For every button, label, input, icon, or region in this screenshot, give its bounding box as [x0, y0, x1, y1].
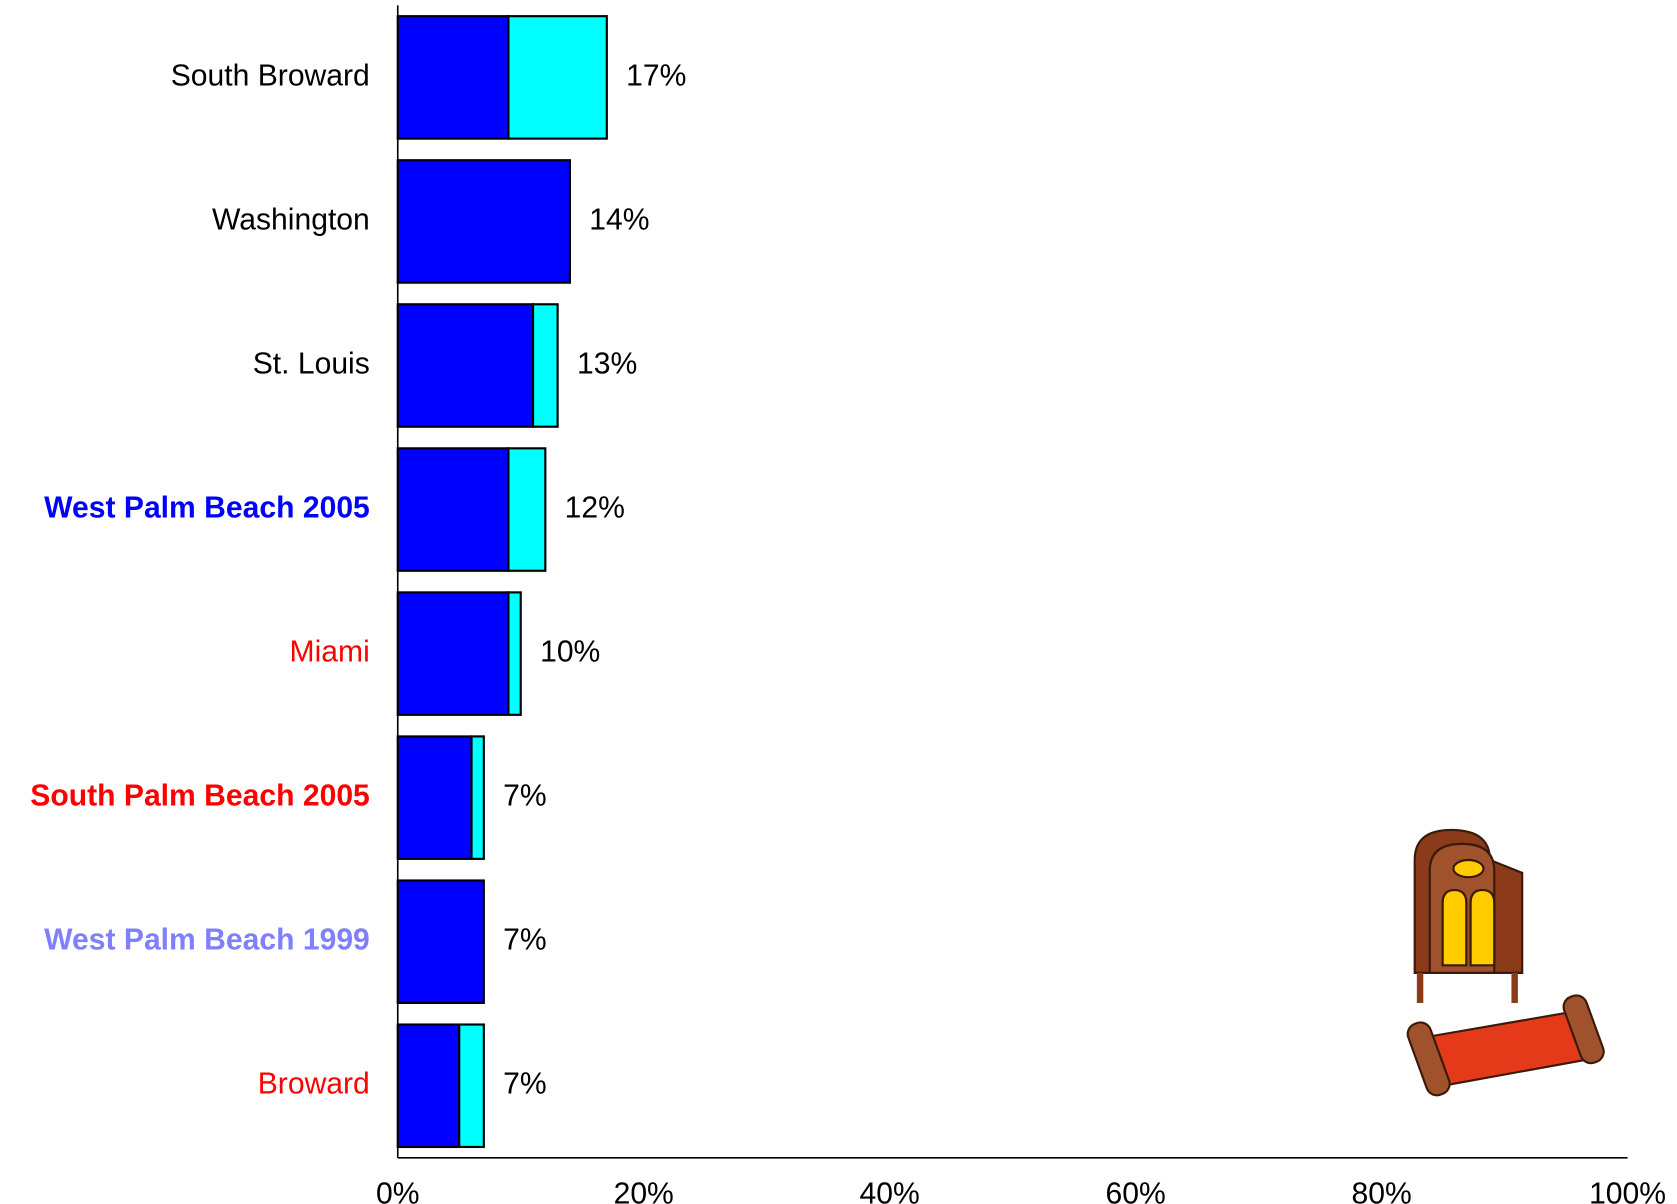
- bar-segment: [396, 447, 510, 572]
- bar-segment: [507, 447, 547, 572]
- bar-segment: [396, 879, 485, 1004]
- bar-segment: [507, 15, 608, 140]
- value-label: 12%: [565, 492, 625, 525]
- bar-segment: [396, 591, 510, 716]
- bar-segment: [531, 303, 559, 428]
- value-label: 7%: [503, 924, 547, 957]
- x-tick-label: 20%: [614, 1177, 674, 1204]
- bar-segment: [458, 1023, 485, 1149]
- bar-segment: [396, 1023, 461, 1149]
- y-tick-label: Washington: [212, 203, 370, 236]
- value-label: 7%: [503, 1068, 547, 1101]
- x-tick-label: 0%: [376, 1177, 420, 1204]
- x-tick-label: 80%: [1351, 1177, 1411, 1204]
- bar-segment: [396, 15, 510, 140]
- bar-segment: [507, 591, 522, 716]
- y-tick-label: West Palm Beach 1999: [44, 924, 370, 957]
- clipart: [1406, 828, 1605, 1097]
- x-tick-label: 100%: [1589, 1177, 1666, 1204]
- bar-segment: [396, 303, 535, 428]
- value-label: 13%: [577, 347, 637, 380]
- y-tick-label: Miami: [290, 636, 370, 669]
- value-label: 7%: [503, 780, 547, 813]
- bar-segment: [396, 735, 473, 860]
- y-tick-label: South Broward: [171, 59, 370, 92]
- value-label: 17%: [626, 59, 686, 92]
- y-tick-label: Broward: [258, 1068, 370, 1101]
- value-label: 10%: [540, 636, 600, 669]
- y-tick-label: South Palm Beach 2005: [30, 780, 370, 813]
- value-label: 14%: [589, 203, 649, 236]
- x-tick-label: 40%: [860, 1177, 920, 1204]
- bar-segment: [470, 735, 485, 860]
- y-tick-label: West Palm Beach 2005: [44, 492, 370, 525]
- x-tick-label: 60%: [1106, 1177, 1166, 1204]
- bar-segment: [396, 159, 571, 284]
- y-tick-label: St. Louis: [253, 347, 370, 380]
